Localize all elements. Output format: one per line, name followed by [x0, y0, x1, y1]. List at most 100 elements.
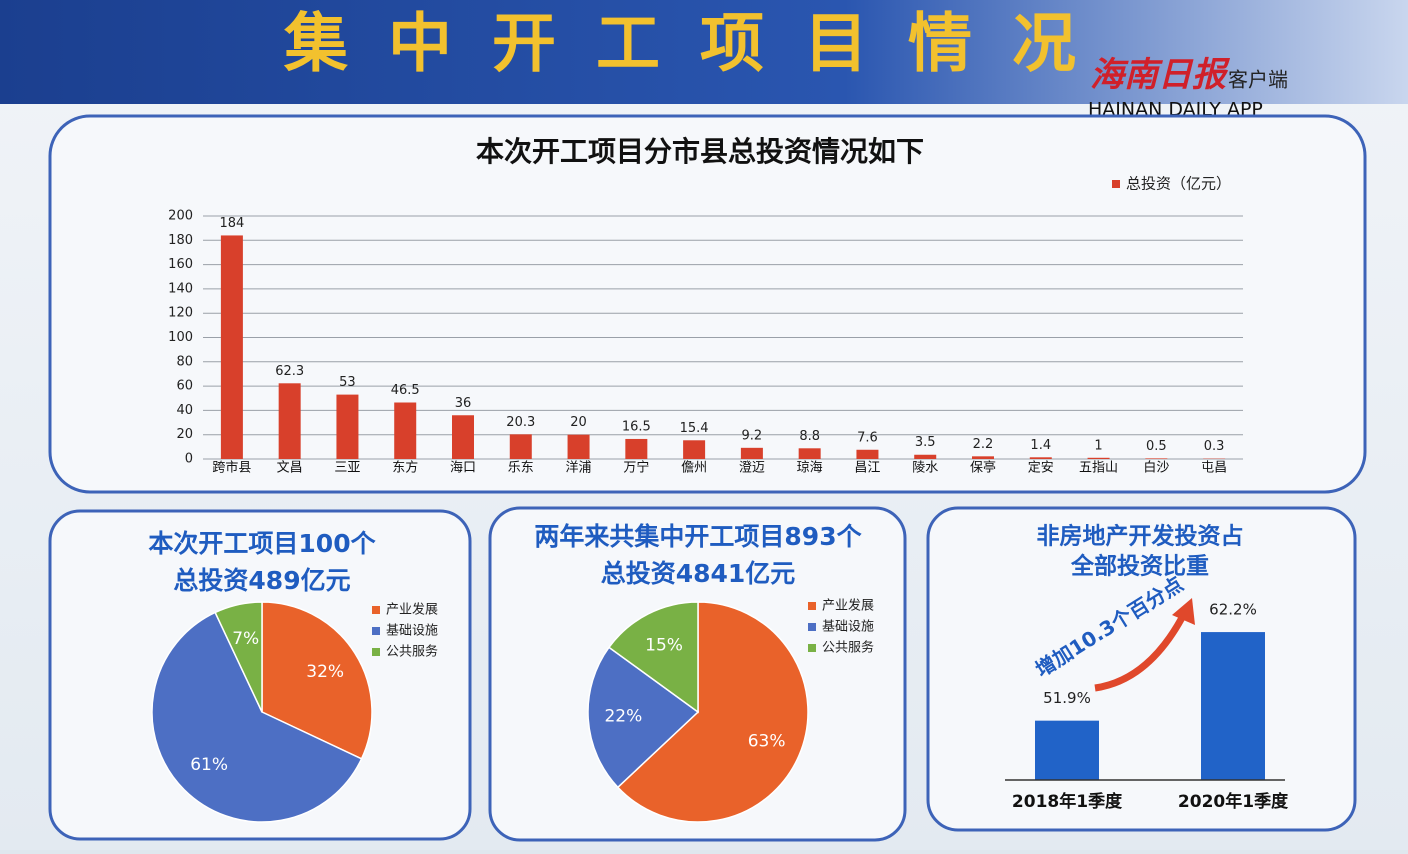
legend-label: 产业发展: [386, 602, 438, 618]
y-tick-label: 20: [176, 427, 193, 442]
legend-swatch: [808, 644, 816, 652]
value-label: 1: [1094, 438, 1102, 453]
x-tick-label: 乐东: [508, 461, 534, 476]
value-label: 20: [570, 415, 587, 430]
bar: [1145, 458, 1167, 459]
y-tick-label: 80: [176, 354, 193, 369]
chart-title: 非房地产开发投资占: [1037, 523, 1244, 550]
bar: [625, 439, 647, 459]
value-label: 36: [455, 396, 472, 411]
chart-subtitle: 全部投资比重: [1070, 553, 1209, 580]
legend-label: 基础设施: [822, 620, 874, 635]
value-label: 62.2%: [1209, 601, 1257, 619]
y-tick-label: 60: [176, 379, 193, 394]
legend-label: 公共服务: [386, 644, 438, 660]
legend-swatch: [372, 627, 380, 635]
value-label: 1.4: [1030, 438, 1051, 453]
x-tick-label: 定安: [1028, 461, 1054, 476]
chart-subtitle: 总投资4841亿元: [601, 559, 796, 588]
x-tick-label: 昌江: [854, 461, 880, 476]
x-tick-label: 屯昌: [1201, 461, 1227, 476]
bar: [799, 448, 821, 459]
value-label: 15%: [645, 635, 683, 655]
x-tick-label: 保亭: [970, 460, 996, 476]
bar: [510, 434, 532, 459]
x-tick-label: 琼海: [797, 461, 823, 476]
x-tick-label: 2020年1季度: [1178, 791, 1289, 812]
legend-label: 产业发展: [822, 598, 874, 614]
x-tick-label: 澄迈: [739, 461, 765, 476]
legend-label: 总投资（亿元）: [1126, 175, 1231, 193]
legend-label: 公共服务: [822, 640, 874, 656]
legend-swatch: [808, 602, 816, 610]
y-tick-label: 140: [168, 281, 193, 296]
x-tick-label: 万宁: [623, 460, 649, 476]
brand-suffix: 客户端: [1228, 69, 1288, 92]
bar: [972, 456, 994, 459]
value-label: 51.9%: [1043, 689, 1091, 707]
value-label: 7.6: [857, 430, 878, 445]
x-tick-label: 东方: [392, 460, 418, 476]
chart-subtitle: 总投资489亿元: [173, 566, 350, 595]
x-tick-label: 洋浦: [566, 461, 592, 476]
x-tick-label: 三亚: [334, 461, 360, 476]
x-tick-label: 陵水: [912, 461, 938, 476]
value-label: 61%: [190, 755, 228, 775]
value-label: 0.3: [1204, 439, 1225, 454]
value-label: 46.5: [391, 383, 420, 398]
x-tick-label: 白沙: [1143, 460, 1169, 476]
x-tick-label: 五指山: [1079, 461, 1118, 476]
bar: [279, 383, 301, 459]
banner-title: 集中开工项目情况: [283, 8, 1116, 82]
value-label: 0.5: [1146, 439, 1167, 454]
y-tick-label: 120: [168, 306, 193, 321]
value-label: 62.3: [275, 364, 304, 379]
x-tick-label: 海口: [450, 461, 476, 476]
brand: 海南日报: [1090, 56, 1231, 94]
bar: [1088, 458, 1110, 459]
chart-title: 本次开工项目分市县总投资情况如下: [476, 135, 924, 168]
y-tick-label: 100: [168, 330, 193, 345]
chart-title: 本次开工项目100个: [148, 529, 376, 558]
value-label: 53: [339, 375, 356, 390]
value-label: 16.5: [622, 419, 651, 434]
bar: [914, 455, 936, 459]
legend-swatch: [372, 606, 380, 614]
bar: [336, 395, 358, 459]
bar: [1030, 457, 1052, 459]
value-label: 9.2: [742, 428, 763, 443]
value-label: 32%: [306, 662, 344, 682]
bar: [394, 403, 416, 459]
legend-label: 基础设施: [386, 624, 438, 639]
value-label: 8.8: [799, 429, 820, 444]
value-label: 2.2: [973, 437, 994, 452]
bar: [683, 440, 705, 459]
y-tick-label: 40: [176, 403, 193, 418]
y-tick-label: 200: [168, 209, 193, 224]
legend-swatch: [1112, 180, 1120, 188]
legend-swatch: [372, 648, 380, 656]
value-label: 63%: [748, 732, 786, 752]
x-tick-label: 跨市县: [212, 460, 251, 476]
chart-title: 两年来共集中开工项目893个: [534, 522, 862, 551]
bar: [221, 235, 243, 459]
value-label: 7%: [232, 629, 259, 649]
value-label: 15.4: [680, 421, 709, 436]
value-label: 3.5: [915, 435, 936, 450]
bar: [1035, 721, 1099, 780]
x-tick-label: 2018年1季度: [1012, 791, 1123, 812]
x-tick-label: 儋州: [681, 461, 707, 476]
bar: [1201, 632, 1265, 780]
bar: [568, 435, 590, 459]
x-tick-label: 文昌: [277, 461, 303, 476]
bar: [856, 450, 878, 459]
value-label: 22%: [604, 707, 642, 727]
value-label: 184: [219, 216, 244, 231]
y-tick-label: 180: [168, 233, 193, 248]
y-tick-label: 160: [168, 257, 193, 272]
bar: [452, 415, 474, 459]
y-tick-label: 0: [185, 452, 193, 467]
bar: [741, 448, 763, 459]
